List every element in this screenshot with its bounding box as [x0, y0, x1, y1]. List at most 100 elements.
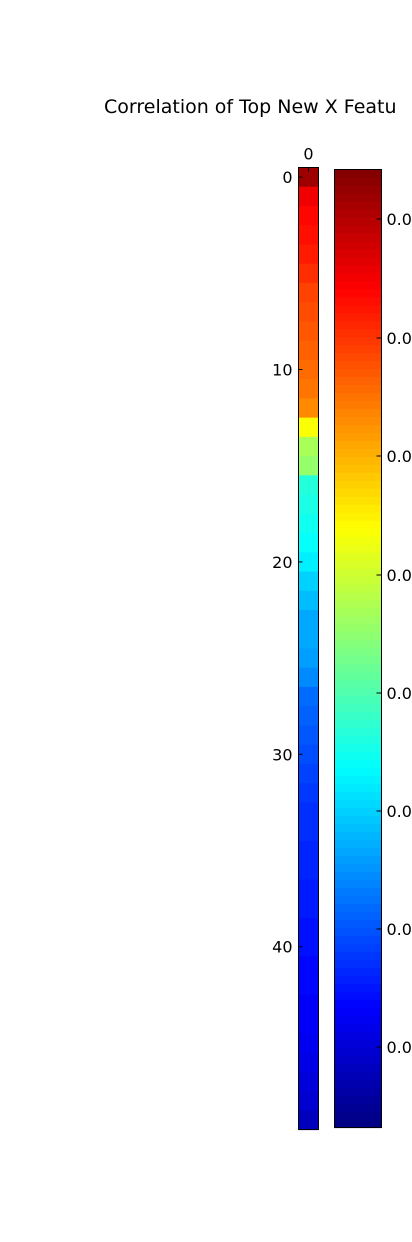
colorbar-segment — [334, 728, 382, 737]
colorbar-segment — [334, 329, 382, 338]
colorbar-segment — [334, 1063, 382, 1073]
colorbar-segment — [334, 305, 382, 314]
heatmap-cell — [298, 379, 319, 399]
heatmap-cell — [298, 282, 319, 303]
colorbar-segment — [334, 225, 382, 234]
heatmap-cell — [298, 571, 319, 592]
colorbar-segment — [334, 864, 382, 873]
colorbar-segment — [334, 664, 382, 674]
colorbar-segment — [334, 704, 382, 713]
colorbar-segment — [334, 648, 382, 658]
heatmap-cell — [298, 1014, 319, 1034]
heatmap-cell — [298, 475, 319, 496]
heatmap-cell — [298, 513, 319, 534]
colorbar-segment — [334, 600, 382, 610]
colorbar-segment — [334, 736, 382, 745]
colorbar-segment — [334, 888, 382, 897]
colorbar-segment — [334, 313, 382, 322]
colorbar-segment — [334, 424, 382, 434]
colorbar-segment — [334, 816, 382, 825]
heatmap-cell — [298, 898, 319, 919]
colorbar-segment — [334, 1023, 382, 1033]
heatmap-cell — [298, 937, 319, 957]
heatmap-cell — [298, 860, 319, 880]
colorbar-tick-label: 0.0 — [387, 566, 412, 585]
colorbar-segment — [334, 377, 382, 386]
colorbar-segment — [334, 776, 382, 785]
heatmap-cell — [298, 956, 319, 977]
heatmap-cell — [298, 1091, 319, 1111]
colorbar-segment — [334, 249, 382, 258]
heatmap-cell — [298, 821, 319, 842]
colorbar-frame — [334, 169, 382, 1128]
colorbar-segment — [334, 432, 382, 442]
colorbar-segment — [334, 911, 382, 921]
colorbar-segment — [334, 624, 382, 634]
colorbar-segment — [334, 345, 382, 354]
heatmap-cell — [298, 686, 319, 707]
heatmap-cell — [298, 667, 319, 688]
colorbar-segment — [334, 456, 382, 466]
colorbar-segment — [334, 919, 382, 929]
colorbar-segment — [334, 1031, 382, 1041]
heatmap-cell — [298, 167, 319, 188]
colorbar-segment — [334, 169, 382, 179]
colorbar-segment — [334, 321, 382, 330]
x-tick-label: 0 — [303, 145, 313, 164]
colorbar-segment — [334, 241, 382, 250]
colorbar-tick-label: 0.0 — [387, 329, 412, 348]
heatmap-cell — [298, 398, 319, 419]
colorbar-segment — [334, 632, 382, 642]
colorbar-segment — [334, 297, 382, 306]
colorbar-segment — [334, 1015, 382, 1025]
colorbar-tick-label: 0.0 — [387, 802, 412, 821]
colorbar-tick-label: 0.0 — [387, 210, 412, 229]
chart-title: Correlation of Top New X Featu — [104, 96, 397, 118]
colorbar-segment — [334, 217, 382, 226]
colorbar-segment — [334, 967, 382, 977]
colorbar-segment — [334, 951, 382, 961]
colorbar-segment — [334, 1111, 382, 1121]
colorbar-segment — [334, 353, 382, 362]
colorbar-segment — [334, 999, 382, 1009]
colorbar-segment — [334, 935, 382, 945]
colorbar-segment — [334, 560, 382, 570]
y-tick-label: 40 — [272, 938, 292, 957]
heatmap-cell — [298, 725, 319, 746]
colorbar-segment — [334, 1095, 382, 1105]
colorbar-segment — [334, 680, 382, 690]
colorbar-segment — [334, 1087, 382, 1097]
heatmap-cell — [298, 533, 319, 553]
colorbar-segment — [334, 177, 382, 187]
colorbar-segment — [334, 488, 382, 498]
colorbar-tick-label: 0.0 — [387, 920, 412, 939]
heatmap-cell — [298, 610, 319, 630]
colorbar-segment — [334, 1047, 382, 1057]
colorbar-segment — [334, 959, 382, 969]
colorbar-segment — [334, 201, 382, 211]
colorbar-segment — [334, 409, 382, 418]
colorbar-segment — [334, 832, 382, 841]
colorbar-tick-label: 0.0 — [387, 684, 412, 703]
heatmap-cell — [298, 1052, 319, 1073]
colorbar-segment — [334, 592, 382, 602]
colorbar-segment — [334, 273, 382, 282]
colorbar-segment — [334, 233, 382, 242]
colorbar-segment — [334, 768, 382, 777]
colorbar-segment — [334, 369, 382, 378]
heatmap-cell — [298, 917, 319, 938]
heatmap-cell — [298, 975, 319, 996]
colorbar-segment — [334, 193, 382, 203]
colorbar-segment — [334, 616, 382, 626]
colorbar-segment — [334, 209, 382, 218]
heatmap-cell — [298, 648, 319, 669]
colorbar-segment — [334, 393, 382, 402]
colorbar-segment — [334, 416, 382, 426]
colorbar-segment — [334, 552, 382, 562]
colorbar-segment — [334, 361, 382, 370]
colorbar-segment — [334, 544, 382, 554]
colorbar-segment — [334, 472, 382, 482]
colorbar-tick-label: 0.0 — [387, 447, 412, 466]
colorbar-segment — [334, 520, 382, 530]
